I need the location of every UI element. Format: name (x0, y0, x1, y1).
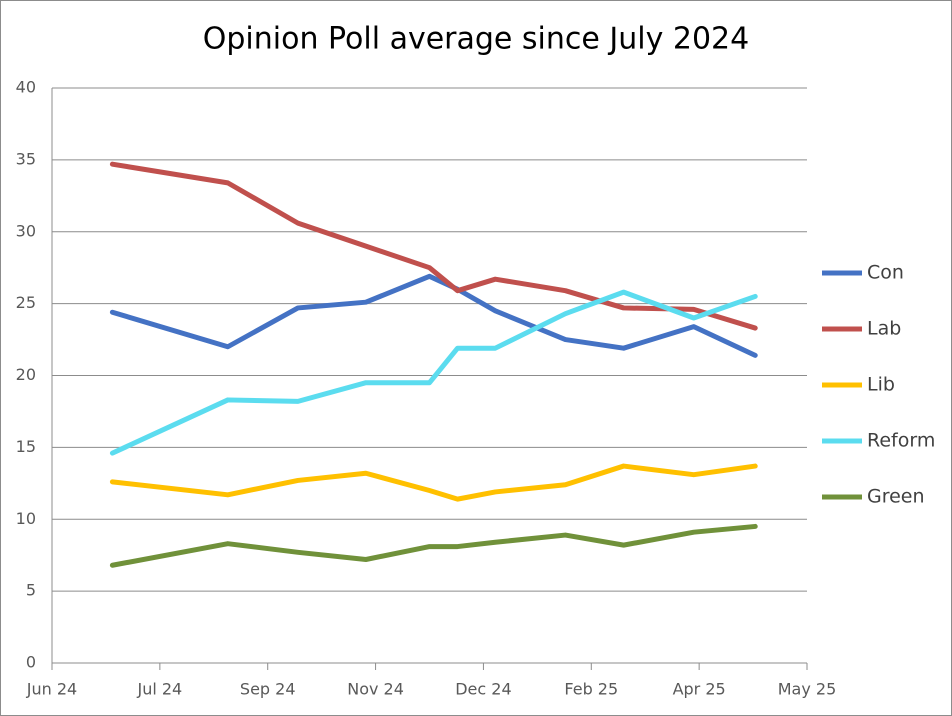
y-tick-label: 25 (16, 293, 36, 312)
x-tick-label: Jul 24 (136, 680, 182, 699)
legend-label: Green (867, 486, 925, 508)
series-line (109, 463, 758, 502)
x-tick-label: Nov 24 (347, 680, 404, 699)
x-tick-label: Apr 25 (673, 680, 726, 699)
x-tick-label: Sep 24 (240, 680, 296, 699)
y-tick-label: 15 (16, 437, 36, 456)
y-tick-label: 35 (16, 149, 36, 168)
x-tick-label: Dec 24 (455, 680, 511, 699)
x-tick-label: Feb 25 (564, 680, 618, 699)
chart-title: Opinion Poll average since July 2024 (203, 22, 749, 57)
legend-label: Reform (867, 430, 935, 452)
series-line (109, 289, 758, 456)
series-line (109, 161, 758, 331)
legend-label: Lab (867, 318, 901, 340)
y-tick-label: 0 (26, 653, 36, 672)
y-tick-label: 10 (16, 509, 36, 528)
y-tick-label: 5 (26, 581, 36, 600)
legend-label: Con (867, 262, 904, 284)
y-tick-label: 20 (16, 365, 36, 384)
y-tick-label: 30 (16, 221, 36, 240)
x-tick-label: May 25 (778, 680, 837, 699)
y-tick-label: 40 (16, 78, 36, 97)
series-line (109, 523, 758, 568)
legend-label: Lib (867, 374, 895, 396)
x-tick-label: Jun 24 (26, 680, 77, 699)
